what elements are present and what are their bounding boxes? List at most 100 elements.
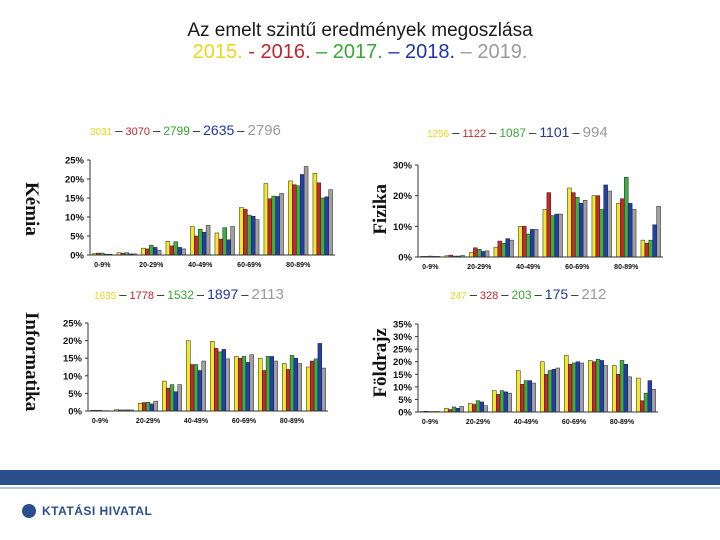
bar-2015-bin-5	[540, 361, 545, 413]
y-tick-label: 5%	[70, 232, 84, 243]
bar-2015-bin-4	[190, 226, 195, 256]
bar-2018-bin-3	[505, 238, 510, 258]
bar-2016-bin-5	[543, 374, 549, 413]
bar-2015-bin-7	[588, 360, 593, 413]
bar-2019-bin-5	[225, 358, 230, 412]
count-2015: 1256	[427, 129, 450, 140]
bar-2019-bin-4	[533, 229, 539, 258]
bar-2019-bin-4	[531, 382, 536, 413]
bar-2018-bin-3	[173, 391, 179, 412]
bar-2018-bin-5	[221, 349, 227, 412]
bar-2016-bin-8	[620, 198, 625, 258]
bar-2018-bin-3	[503, 391, 509, 413]
bar-2017-bin-4	[526, 233, 531, 258]
y-tick-label: 30%	[393, 161, 413, 172]
x-tick-label: 0-9%	[92, 418, 109, 425]
bar-2015-bin-8	[288, 180, 293, 256]
bar-2019-bin-6	[579, 362, 584, 413]
bar-2019-bin-7	[279, 193, 284, 256]
bar-2017-bin-3	[501, 242, 506, 258]
y-tick-label: 15%	[63, 354, 83, 365]
bar-2019-bin-6	[249, 354, 254, 412]
bar-2019-bin-2	[483, 405, 488, 413]
bar-2018-bin-7	[269, 356, 275, 412]
subject-label-informatika: Informatika	[21, 312, 42, 412]
x-tick-label: 80-89%	[614, 264, 639, 271]
bar-2017-bin-7	[595, 358, 601, 413]
bar-2019-bin-3	[177, 384, 182, 412]
bar-2015-bin-6	[234, 356, 239, 412]
bar-2015-bin-8	[612, 365, 617, 413]
bar-2018-bin-4	[197, 370, 203, 412]
bar-2015-bin-5	[214, 232, 220, 256]
y-tick-label: 0%	[70, 251, 84, 262]
bar-2015-bin-6	[239, 207, 244, 256]
count-2019: 2796	[247, 122, 281, 139]
x-tick-label: 20-29%	[139, 262, 164, 269]
logo-icon	[22, 504, 36, 518]
year-2019: – 2019.	[460, 41, 528, 63]
bar-2019-bin-5	[230, 226, 235, 256]
bar-2019-bin-9	[328, 189, 333, 256]
counts-informatika: 1635–1778–1532–1897–2113	[94, 286, 284, 303]
bar-2018-bin-5	[551, 369, 557, 413]
y-tick-label: 30%	[393, 332, 413, 343]
x-tick-label: 80-89%	[286, 262, 311, 269]
bar-2017-bin-3	[173, 241, 178, 256]
bar-2019-bin-3	[507, 392, 512, 413]
bar-2018-bin-8	[293, 357, 299, 412]
y-tick-label: 10%	[393, 222, 413, 233]
y-tick-label: 10%	[393, 382, 413, 393]
bar-2018-bin-9	[324, 196, 329, 256]
bar-2016-bin-6	[243, 209, 248, 256]
bar-2016-bin-9	[644, 242, 650, 258]
chart-fizika: 0% 10% 20% 30% 0-9% 20-29% 40-49% 60-69% 80-89%	[393, 161, 663, 271]
bar-2019-bin-9	[321, 367, 326, 412]
y-tick-label: 20%	[65, 175, 85, 186]
y-tick-label: 15%	[393, 370, 413, 381]
bar-2018-bin-8	[299, 174, 305, 256]
y-tick-label: 20%	[63, 336, 83, 347]
bar-2016-bin-6	[237, 357, 243, 412]
x-tick-label: 0-9%	[422, 264, 439, 271]
bar-2017-bin-4	[193, 364, 199, 412]
bar-2015-bin-2	[141, 247, 146, 256]
bar-2015-bin-9	[306, 366, 311, 412]
bar-2017-bin-5	[547, 370, 553, 413]
y-tick-label: 25%	[393, 345, 413, 356]
bar-2018-bin-5	[554, 213, 559, 258]
bar-2015-bin-6	[564, 355, 569, 413]
bar-2018-bin-9	[652, 224, 657, 258]
bar-2019-bin-1	[459, 406, 464, 413]
bar-2017-bin-2	[149, 244, 154, 256]
bar-2017-bin-6	[247, 214, 252, 256]
bar-2016-bin-4	[519, 384, 525, 413]
y-tick-label: 10%	[63, 371, 83, 382]
bar-2019-bin-3	[181, 248, 186, 256]
bar-2019-bin-4	[205, 225, 211, 256]
y-tick-label: 10%	[65, 213, 85, 224]
bar-2016-bin-2	[141, 402, 147, 412]
bar-2015-bin-4	[518, 226, 523, 258]
y-tick-label: 0%	[68, 407, 82, 418]
bar-2015-bin-2	[469, 252, 474, 258]
bar-2019-bin-8	[631, 209, 637, 258]
bar-2017-bin-6	[575, 196, 580, 258]
x-tick-label: 40-49%	[184, 418, 209, 425]
bar-2018-bin-4	[529, 229, 535, 258]
bar-2017-bin-2	[145, 401, 151, 412]
bar-2018-bin-7	[603, 184, 608, 258]
bar-2018-bin-6	[578, 203, 584, 258]
count-2015: 247	[450, 291, 467, 302]
bar-2015-bin-3	[165, 241, 171, 256]
bar-2019-bin-3	[509, 239, 514, 258]
x-tick-label: 60-69%	[237, 262, 262, 269]
bar-2019-bin-4	[201, 360, 206, 412]
bar-2019-bin-2	[156, 250, 162, 256]
footer-bar	[0, 470, 720, 485]
page-subtitle-years: 2015. - 2016. – 2017. – 2018. – 2019.	[0, 41, 720, 64]
y-tick-label: 25%	[65, 156, 85, 167]
bar-2017-bin-4	[523, 380, 529, 413]
bar-2016-bin-6	[571, 192, 576, 258]
bar-2019-bin-7	[603, 365, 608, 413]
